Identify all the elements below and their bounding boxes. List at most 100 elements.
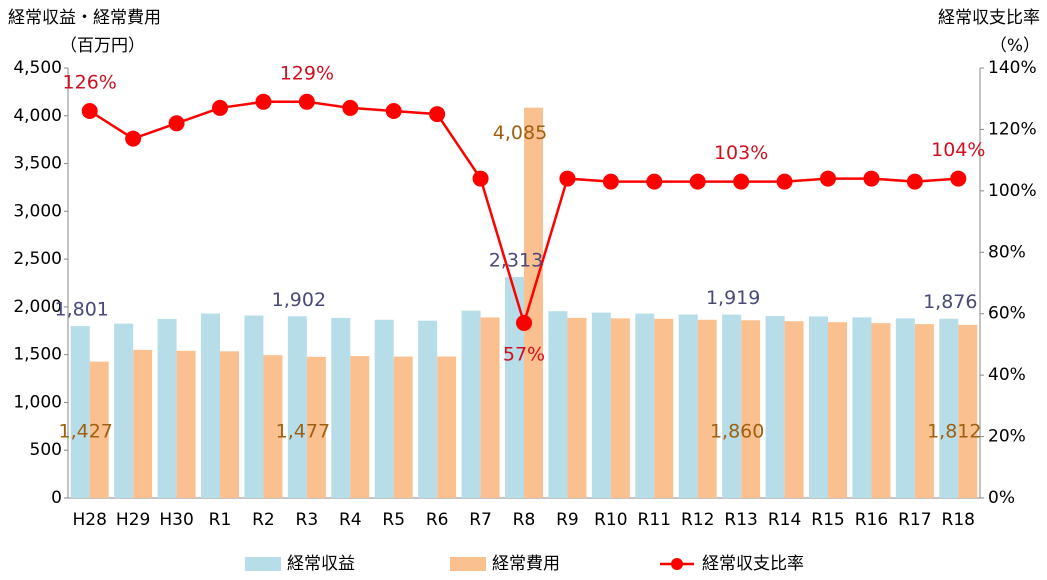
x-tick-label: H28 (73, 510, 107, 530)
y-tick-label: 0 (51, 488, 62, 508)
x-tick-label: R18 (942, 510, 975, 530)
line-marker (168, 115, 185, 132)
x-tick-label: R6 (426, 510, 449, 530)
data-label: 1,919 (706, 287, 760, 309)
line-marker (646, 173, 663, 190)
y-tick-label: 3,000 (13, 201, 62, 221)
bar (722, 314, 742, 498)
bar (567, 317, 587, 498)
bar (505, 276, 524, 498)
y-axis-title: 経常収益・経常費用 (8, 8, 161, 28)
x-tick-label: H29 (116, 510, 150, 530)
x-tick-label: R12 (681, 510, 714, 530)
x-tick-label: R8 (513, 510, 536, 530)
bar (374, 319, 394, 498)
bar (524, 107, 543, 499)
x-tick-label: R5 (382, 510, 405, 530)
bar (461, 310, 481, 498)
y-tick-label: 500 (30, 440, 62, 460)
legend-marker (671, 558, 683, 570)
y-tick-label: 2,500 (13, 249, 62, 269)
bar (784, 321, 804, 498)
line-marker (733, 173, 750, 190)
x-tick-label: R9 (556, 510, 579, 530)
data-label: 1,812 (927, 421, 981, 443)
bar (697, 319, 717, 498)
bar (201, 313, 220, 498)
line-marker (212, 99, 228, 116)
line-marker (81, 103, 98, 119)
bar (331, 317, 351, 498)
bar (939, 318, 959, 498)
x-tick-label: R7 (469, 510, 492, 530)
bar (914, 324, 934, 498)
y-tick-label: 4,000 (13, 106, 62, 126)
data-label: 4,085 (493, 122, 547, 144)
bar (350, 356, 370, 498)
y2-tick-label: 40% (988, 365, 1026, 385)
y2-tick-label: 140% (988, 58, 1037, 78)
line-marker (255, 93, 272, 110)
bar (89, 361, 109, 498)
bar (306, 356, 326, 498)
line-marker (559, 170, 576, 187)
data-label: 126% (63, 72, 117, 94)
bar (437, 356, 457, 498)
data-label: 57% (503, 343, 545, 365)
bar (393, 356, 413, 498)
x-tick-label: R11 (638, 510, 671, 530)
bar (220, 351, 239, 498)
legend-swatch (450, 557, 486, 571)
bar (114, 323, 134, 498)
data-label: 103% (714, 142, 768, 164)
bar (418, 320, 438, 498)
y2-tick-label: 120% (988, 119, 1037, 139)
x-tick-label: R17 (898, 510, 931, 530)
y2-tick-label: 60% (988, 304, 1026, 324)
x-tick-label: R4 (339, 510, 362, 530)
bar (133, 349, 153, 498)
bar (958, 324, 978, 498)
y2-tick-label: 100% (988, 181, 1037, 201)
data-label: 1,427 (59, 421, 113, 443)
data-label: 104% (931, 139, 985, 161)
line-marker (906, 173, 923, 190)
y-tick-label: 3,500 (13, 154, 62, 174)
bar (610, 318, 630, 498)
bar (157, 318, 177, 498)
bar (176, 350, 196, 498)
y2-axis-title: 経常収支比率 (938, 8, 1040, 28)
y-axis-unit: （百万円） (60, 36, 145, 56)
data-label: 1,902 (272, 289, 326, 311)
bar (591, 312, 611, 498)
line-marker (298, 93, 315, 110)
x-tick-label: R1 (209, 510, 232, 530)
y-tick-label: 1,500 (13, 345, 62, 365)
line-marker (342, 99, 359, 116)
x-tick-label: H30 (159, 510, 193, 530)
legend-label: 経常費用 (492, 554, 560, 574)
bar (548, 311, 568, 498)
legend-swatch (245, 557, 281, 571)
data-label: 2,313 (489, 249, 543, 271)
bar (852, 317, 872, 498)
y-tick-label: 1,000 (13, 392, 62, 412)
data-label: 1,801 (55, 298, 109, 320)
bar (895, 318, 915, 498)
bar (678, 314, 698, 498)
bar (654, 318, 674, 498)
y2-tick-label: 20% (988, 427, 1026, 447)
line-marker (429, 106, 446, 123)
data-label: 1,860 (710, 421, 764, 443)
bar (871, 323, 891, 498)
x-tick-label: R13 (724, 510, 757, 530)
y2-tick-label: 0% (988, 488, 1015, 508)
line-marker (516, 314, 532, 331)
line-marker (125, 130, 142, 147)
line-marker (863, 170, 880, 187)
y2-tick-label: 80% (988, 242, 1026, 262)
x-tick-label: R3 (296, 510, 319, 530)
bar (287, 316, 307, 498)
bar (809, 316, 828, 498)
y-tick-label: 2,000 (13, 297, 62, 317)
